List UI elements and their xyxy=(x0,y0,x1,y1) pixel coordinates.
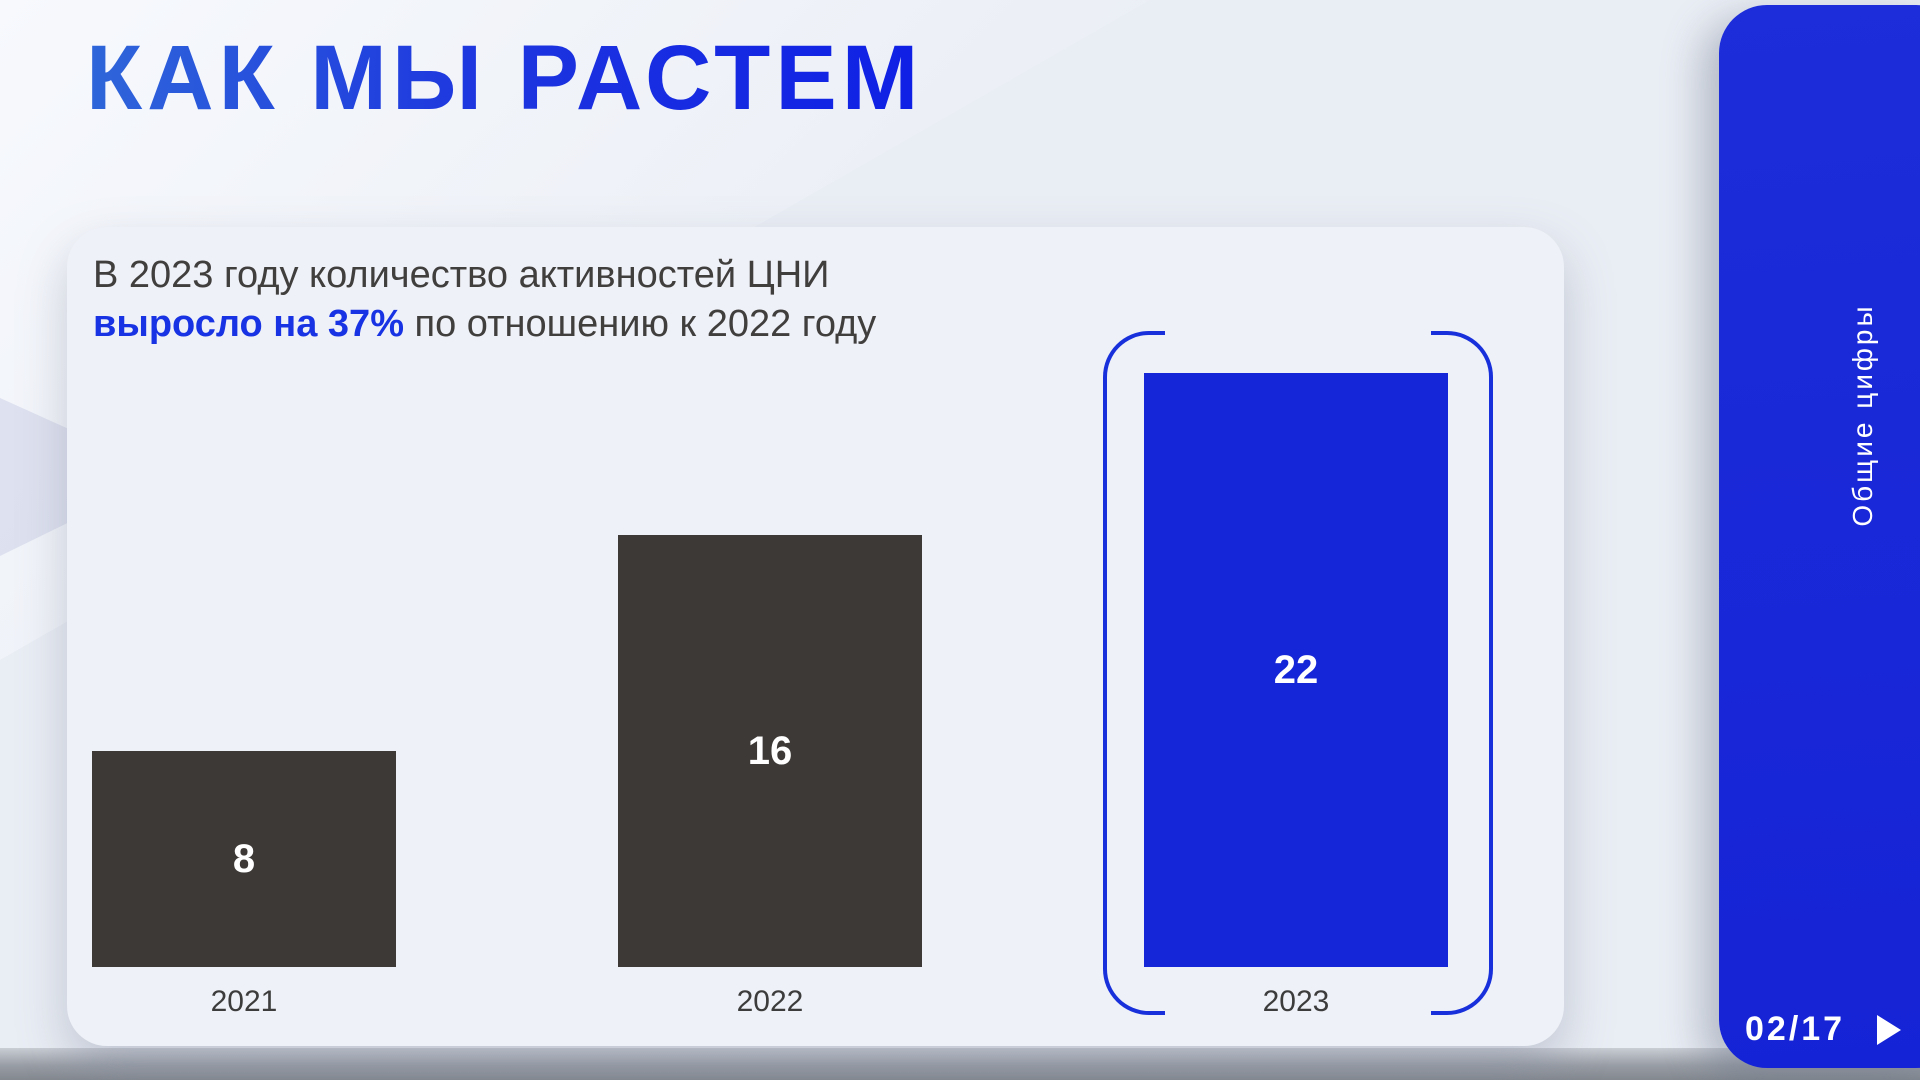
axis-label-2023: 2023 xyxy=(1262,985,1330,1018)
bar-value-label: 8 xyxy=(232,836,256,881)
chart-caption: В 2023 году количество активностей ЦНИ в… xyxy=(93,251,876,349)
next-arrow-icon[interactable] xyxy=(1877,1014,1902,1045)
axis-label-2022: 2022 xyxy=(736,985,804,1018)
highlight-bracket-right xyxy=(1431,331,1493,1015)
pager: 02/17 xyxy=(1745,1010,1902,1049)
bar-2022: 16 xyxy=(618,535,922,967)
bar-value-label: 22 xyxy=(1273,647,1319,692)
background-bottom-band xyxy=(0,1048,1920,1080)
page-title: КАК МЫ РАСТЕМ xyxy=(86,27,924,129)
bar-2023: 22 xyxy=(1144,373,1448,967)
caption-line1: В 2023 году количество активностей ЦНИ xyxy=(93,254,830,296)
bar-2021: 8 xyxy=(92,751,396,967)
bar-value-label: 16 xyxy=(747,728,793,773)
caption-line2-rest: по отношению к 2022 году xyxy=(403,303,877,345)
page-indicator: 02/17 xyxy=(1745,1010,1846,1048)
sidebar-label: Общие цифры xyxy=(1847,303,1878,527)
bar-chart: 8 2021 16 2022 22 2023 xyxy=(67,227,1564,1046)
caption-highlight: выросло на 37% xyxy=(93,303,404,345)
axis-label-2021: 2021 xyxy=(210,985,278,1018)
highlight-bracket-left xyxy=(1103,331,1165,1015)
sidebar-tab-general-figures[interactable]: Общие цифры 02/17 xyxy=(1719,5,1920,1068)
content-card: В 2023 году количество активностей ЦНИ в… xyxy=(67,227,1564,1046)
caption-line2: выросло на 37% по отношению к 2022 году xyxy=(93,300,876,349)
